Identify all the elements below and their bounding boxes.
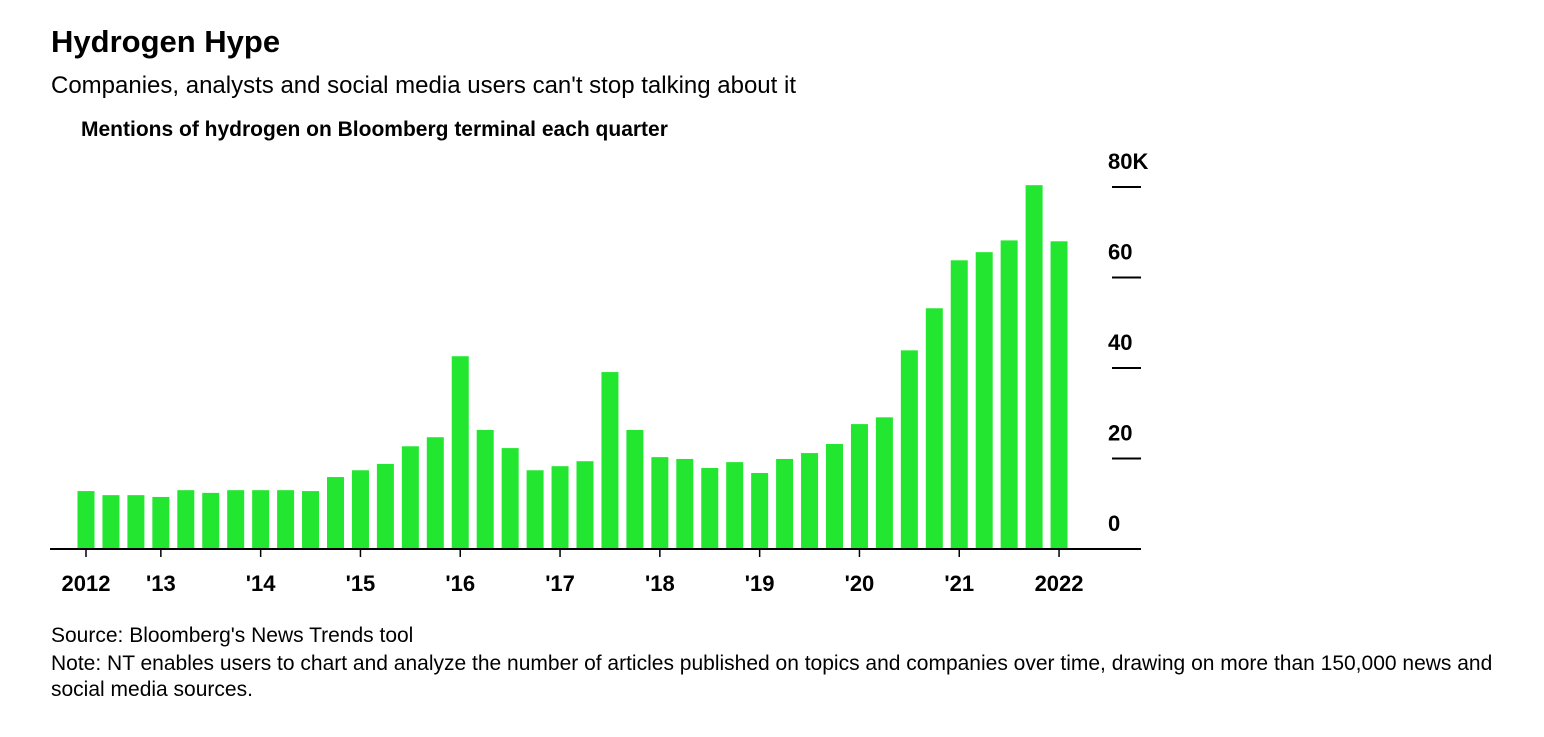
bar [376, 463, 394, 549]
bar [576, 461, 594, 549]
bar [551, 466, 569, 549]
bar [850, 424, 868, 549]
bar [476, 429, 494, 549]
bar [501, 448, 519, 549]
bar [277, 490, 295, 549]
y-tick-label: 20 [1108, 420, 1132, 445]
x-tick-label: '20 [845, 571, 875, 596]
bar [1050, 241, 1068, 550]
x-tick-label: '17 [545, 571, 575, 596]
bar [327, 477, 344, 549]
x-tick-label: '14 [246, 571, 276, 596]
bar [1000, 240, 1018, 549]
bar [152, 496, 170, 549]
bar [676, 458, 694, 549]
y-tick-label: 40 [1108, 330, 1132, 355]
bar [925, 308, 943, 549]
y-tick-label: 0 [1108, 511, 1120, 536]
bar [252, 490, 270, 549]
bar [102, 495, 120, 549]
bar [776, 458, 794, 549]
x-tick-label: '18 [645, 571, 675, 596]
bar [801, 453, 819, 549]
bar [351, 470, 369, 549]
bar [900, 350, 918, 549]
bar [626, 429, 644, 549]
x-tick-label: '19 [745, 571, 775, 596]
bar [451, 356, 469, 549]
x-tick-label: '21 [944, 571, 974, 596]
axis-label: Mentions of hydrogen on Bloomberg termin… [81, 118, 668, 141]
chart-subtitle: Companies, analysts and social media use… [51, 72, 796, 99]
bar [826, 444, 843, 549]
x-tick-label: '13 [146, 571, 176, 596]
bar [950, 260, 968, 549]
source: Source: Bloomberg's News Trends tool [51, 624, 414, 647]
bar [526, 470, 544, 549]
bar [302, 491, 320, 549]
x-tick-label: '16 [445, 571, 475, 596]
bar [701, 468, 719, 549]
bar [975, 252, 993, 549]
bar [426, 437, 444, 549]
bar [651, 457, 669, 549]
bar [601, 372, 619, 549]
x-tick-label: '15 [346, 571, 376, 596]
note: Note: NT enables users to chart and anal… [51, 652, 1493, 701]
chart-title: Hydrogen Hype [51, 24, 281, 59]
y-tick-label: 80K [1108, 149, 1148, 174]
bar [1025, 185, 1043, 549]
bar [127, 495, 145, 549]
bar [401, 446, 419, 549]
y-tick-label: 60 [1108, 239, 1132, 264]
bar [751, 472, 769, 549]
x-tick-label: 2012 [62, 571, 111, 596]
bar [726, 462, 744, 549]
bar [875, 417, 893, 549]
bar [227, 490, 245, 549]
bar [177, 490, 195, 549]
bar [77, 491, 95, 549]
bar [202, 492, 220, 549]
x-tick-label: 2022 [1035, 571, 1084, 596]
